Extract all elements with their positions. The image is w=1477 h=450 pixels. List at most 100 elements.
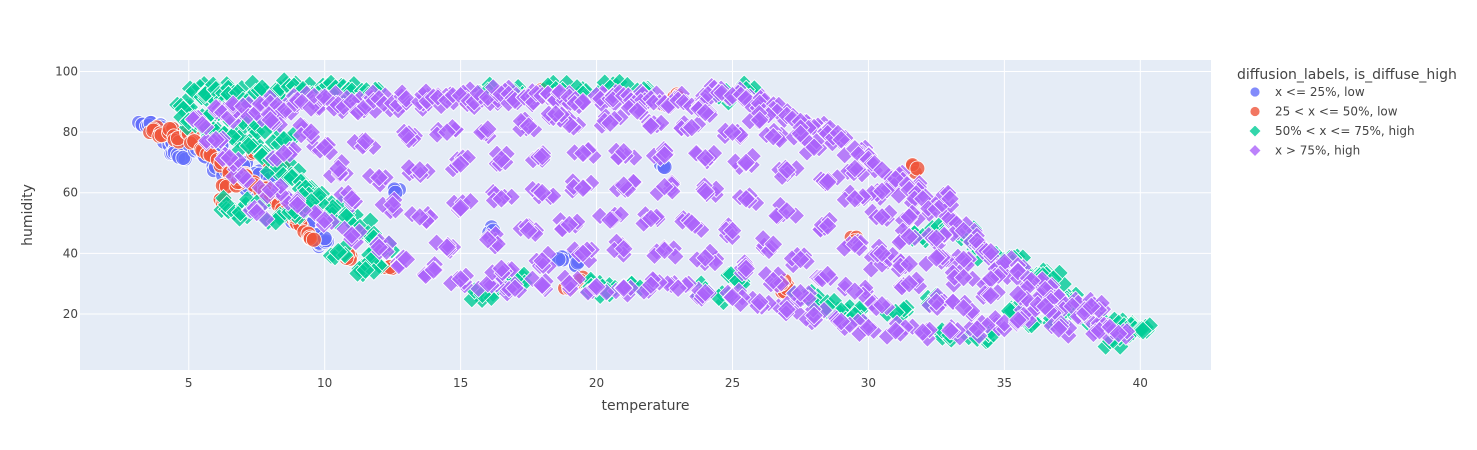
data-point xyxy=(654,144,675,165)
data-point xyxy=(749,291,770,312)
data-point xyxy=(477,229,498,250)
data-point xyxy=(328,241,349,262)
data-point xyxy=(450,197,471,218)
legend-item[interactable]: x <= 25%, low xyxy=(1249,85,1365,99)
data-point xyxy=(205,129,226,150)
data-point xyxy=(872,207,892,227)
data-point xyxy=(1133,320,1153,341)
data-point xyxy=(776,160,797,180)
data-point xyxy=(681,213,702,233)
legend-marker xyxy=(1249,86,1261,98)
data-point xyxy=(926,291,947,312)
data-points xyxy=(131,71,1160,356)
y-axis-ticks: 20 40 60 80 100 xyxy=(55,65,78,321)
legend-label: 50% < x <= 75%, high xyxy=(1275,124,1415,138)
data-point xyxy=(532,250,553,271)
x-tick-label: 20 xyxy=(589,376,604,390)
data-point xyxy=(341,188,362,209)
data-point xyxy=(314,210,335,230)
data-point xyxy=(287,194,308,215)
data-point xyxy=(491,188,512,209)
data-point xyxy=(518,220,539,241)
data-point xyxy=(817,264,838,285)
data-point xyxy=(1081,296,1102,317)
data-point xyxy=(940,188,960,209)
data-point xyxy=(1048,319,1069,340)
series-3-points xyxy=(183,76,1137,348)
data-point xyxy=(831,311,852,332)
data-point xyxy=(736,152,757,173)
data-point xyxy=(654,176,675,197)
data-point xyxy=(559,273,580,294)
data-point xyxy=(491,258,512,279)
data-point-fill xyxy=(1100,317,1120,337)
data-point xyxy=(940,320,960,341)
data-point-fill xyxy=(767,102,787,121)
data-point-fill xyxy=(651,113,671,133)
data-point xyxy=(396,88,417,109)
x-axis-ticks: 5 10 15 20 25 30 35 40 xyxy=(185,376,1148,390)
data-point xyxy=(858,317,879,338)
data-point xyxy=(545,103,566,124)
data-point xyxy=(899,273,920,294)
data-point xyxy=(953,220,974,241)
x-tick-label: 25 xyxy=(725,376,740,390)
data-point xyxy=(491,149,512,170)
data-point xyxy=(722,220,743,241)
data-point xyxy=(980,241,1001,262)
data-point xyxy=(559,214,580,235)
data-point xyxy=(640,116,661,137)
data-point xyxy=(817,216,838,237)
x-tick-label: 40 xyxy=(1133,376,1148,390)
data-point xyxy=(736,188,757,209)
data-point-fill xyxy=(271,176,290,196)
legend-label: x > 75%, high xyxy=(1275,144,1360,158)
y-tick-label: 80 xyxy=(63,125,78,139)
data-point xyxy=(175,149,192,166)
data-point xyxy=(477,273,498,294)
data-point xyxy=(246,202,267,223)
legend-label: x <= 25%, low xyxy=(1275,85,1365,99)
data-point xyxy=(355,131,376,152)
data-point xyxy=(872,294,892,315)
x-tick-label: 35 xyxy=(997,376,1012,390)
data-point-fill xyxy=(712,83,732,103)
legend-marker xyxy=(1249,106,1261,117)
data-point xyxy=(613,175,634,196)
data-point xyxy=(305,231,322,248)
data-point xyxy=(409,207,430,227)
legend-item[interactable]: 50% < x <= 75%, high xyxy=(1248,124,1415,138)
data-point xyxy=(967,319,988,340)
data-point xyxy=(804,305,825,326)
data-point xyxy=(627,100,648,121)
data-point xyxy=(899,226,920,247)
data-point xyxy=(640,275,661,296)
data-point xyxy=(1008,284,1028,305)
data-point xyxy=(1035,296,1056,317)
data-point xyxy=(736,258,757,279)
legend-item[interactable]: x > 75%, high xyxy=(1248,144,1360,158)
data-point xyxy=(1008,310,1028,330)
data-point-fill xyxy=(611,205,631,224)
data-point xyxy=(192,114,213,135)
data-point xyxy=(749,110,770,130)
data-point xyxy=(238,135,259,156)
data-point xyxy=(790,123,811,144)
y-tick-label: 20 xyxy=(63,307,78,321)
data-point xyxy=(695,181,716,202)
data-point xyxy=(314,137,335,158)
data-point xyxy=(872,243,892,264)
data-point xyxy=(396,249,417,270)
data-point xyxy=(899,253,920,274)
data-point xyxy=(573,243,593,264)
legend-marker xyxy=(1248,124,1262,138)
data-point-fill xyxy=(427,233,446,253)
data-point xyxy=(273,143,294,164)
data-point xyxy=(573,143,593,164)
data-point xyxy=(314,87,335,108)
legend-item[interactable]: 25 < x <= 50%, low xyxy=(1249,105,1398,119)
data-point xyxy=(369,167,390,188)
data-point xyxy=(600,113,621,133)
data-point xyxy=(586,276,607,297)
